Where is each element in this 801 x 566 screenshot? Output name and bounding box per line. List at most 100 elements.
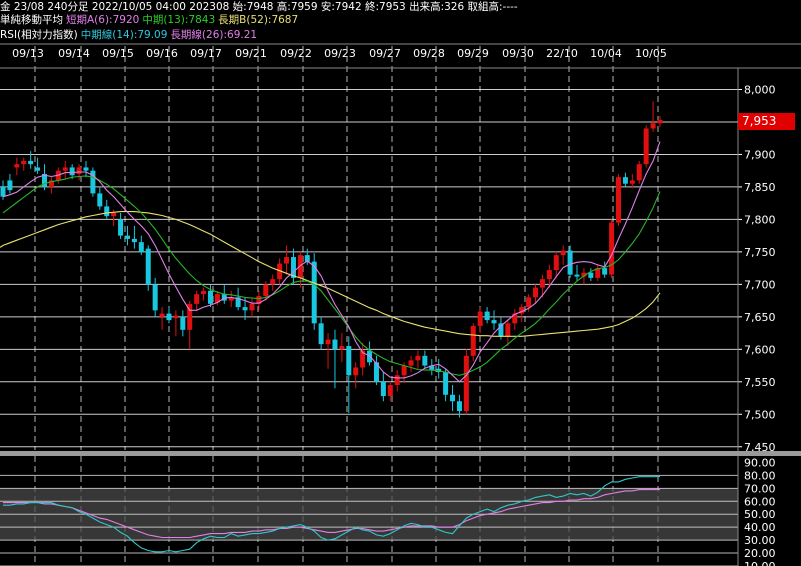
candle-up [477, 311, 483, 326]
candle-down [346, 346, 352, 376]
x-tick-label: 22/10 [546, 47, 578, 60]
price-tick-label: 7,800 [744, 213, 776, 226]
moving-average-lines [0, 141, 661, 383]
rsi-tick-label: 20.00 [744, 547, 776, 560]
candle-up [408, 360, 414, 366]
candle-up [228, 297, 234, 301]
x-tick-label: 09/17 [190, 47, 222, 60]
rsi-legend: RSI(相対力指数) 中期線(14):79.09 長期線(26):69.21 [0, 29, 260, 42]
candle-down [69, 167, 75, 176]
candle-down [484, 311, 490, 321]
rsi-mid-legend: 中期線(14):79.09 [80, 29, 168, 41]
x-axis-labels: 09/13 09/14 09/15 09/16 09/17 09/21 09/22 09/23… [12, 47, 667, 60]
rsi-tick-label: 60.00 [744, 495, 776, 508]
main-price-gridlines [0, 88, 738, 448]
candle-up [201, 290, 207, 295]
candle-down [166, 313, 172, 321]
candle-up [194, 294, 200, 304]
candle-down [35, 167, 41, 171]
price-tick-label: 7,600 [744, 343, 776, 356]
candle-up [111, 212, 117, 217]
x-tick-label: 09/30 [502, 47, 534, 60]
candle-up [415, 355, 421, 361]
candle-up [629, 180, 635, 184]
ma-title: 単純移動平均 [0, 14, 63, 26]
candle-up [173, 315, 179, 319]
ma52-line-extension [0, 244, 4, 248]
candle-down [290, 257, 296, 278]
price-tick-label: 8,000 [744, 83, 776, 96]
candle-up [297, 255, 303, 278]
rsi-tick-label: 10.00 [744, 560, 776, 566]
candle-up [636, 164, 642, 181]
candle-down [7, 180, 13, 191]
candle-down [145, 248, 151, 285]
x-tick-label: 09/22 [280, 47, 312, 60]
candle-up [159, 313, 165, 317]
candle-up [657, 120, 663, 124]
ma-legend: 単純移動平均 短期A(6):7920 中期(13):7843 長期B(52):7687 [0, 14, 301, 27]
candle-up [62, 167, 68, 171]
price-tick-label: 7,700 [744, 278, 776, 291]
candle-down [373, 362, 379, 382]
candle-up [581, 272, 587, 277]
candle-down [221, 294, 227, 301]
candle-down [602, 268, 608, 275]
x-tick-label: 09/15 [102, 47, 134, 60]
candle-up [76, 167, 82, 174]
candle-up [533, 287, 539, 298]
rsi-tick-label: 50.00 [744, 508, 776, 521]
x-tick-label: 09/14 [58, 47, 90, 60]
candle-down [41, 173, 47, 187]
x-tick-label: 10/04 [590, 47, 622, 60]
candle-up [505, 323, 511, 337]
candlestick-series [0, 101, 663, 418]
candle-down [90, 170, 96, 194]
candle-up [650, 123, 656, 129]
rsi-panel: 10.0020.0030.0040.0050.0060.0070.0080.00… [0, 456, 776, 566]
ma13-line [2, 175, 661, 376]
candle-down [311, 261, 317, 324]
candle-down [180, 316, 186, 330]
candle-up [14, 164, 20, 168]
ma6-line [2, 141, 661, 383]
ma-short-legend: 短期A(6):7920 [66, 14, 140, 26]
candle-up [401, 365, 407, 376]
x-tick-label: 09/13 [12, 47, 44, 60]
candle-up [263, 284, 269, 297]
candle-up [553, 255, 559, 271]
price-tick-label: 7,900 [744, 148, 776, 161]
candle-down [104, 206, 110, 217]
x-tick-label: 09/23 [324, 47, 356, 60]
candle-down [97, 193, 103, 207]
x-tick-label: 09/21 [235, 47, 267, 60]
rsi-tick-label: 90.00 [744, 456, 776, 469]
candle-up [277, 263, 283, 280]
rsi14-line [3, 476, 661, 553]
ma-long-legend: 長期B(52):7687 [218, 14, 299, 26]
x-tick-label: 10/05 [635, 47, 667, 60]
candle-down [622, 177, 628, 184]
candle-down [429, 365, 435, 371]
candle-up [270, 279, 276, 285]
candle-down [152, 284, 158, 311]
x-tick-label: 09/29 [457, 47, 489, 60]
candle-up [643, 128, 649, 165]
rsi-tick-label: 40.00 [744, 521, 776, 534]
candle-down [131, 238, 137, 243]
price-tick-label: 7,550 [744, 376, 776, 389]
candle-down [124, 235, 130, 239]
header-symbol-line: 金 23/08 240分足 2022/10/05 04:00 202308 始:… [0, 1, 518, 13]
candle-up [526, 297, 532, 308]
candle-up [539, 279, 545, 288]
candle-down [0, 186, 6, 197]
candle-up [325, 339, 331, 345]
candle-down [567, 250, 573, 275]
candle-up [616, 177, 622, 223]
candle-up [353, 367, 359, 376]
candle-down [456, 401, 462, 412]
candle-up [609, 222, 615, 275]
candle-up [284, 257, 290, 264]
candle-down [118, 219, 124, 236]
